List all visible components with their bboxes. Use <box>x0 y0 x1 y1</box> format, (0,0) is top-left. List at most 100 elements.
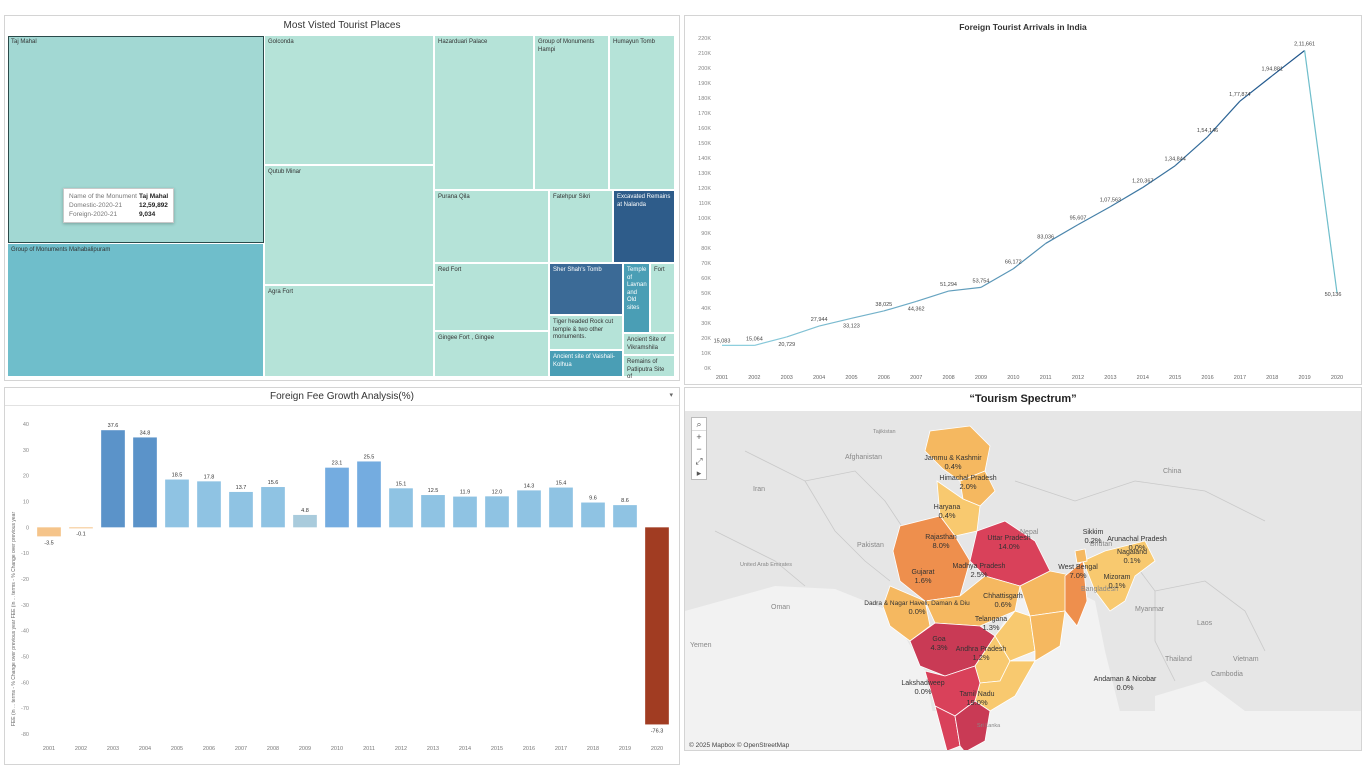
country-label: United Arab Emirates <box>740 562 792 568</box>
border-line <box>804 480 891 582</box>
bar[interactable] <box>261 487 285 528</box>
x-tick-label: 2004 <box>813 375 825 381</box>
y-tick-label: 40 <box>23 422 29 428</box>
x-tick-label: 2011 <box>1040 375 1052 381</box>
treemap-tile[interactable]: Hazarduari Palace <box>435 36 534 190</box>
treemap-tile[interactable]: Group of Monuments Hampi <box>535 36 609 190</box>
state-value-label: 19.0% <box>966 698 988 707</box>
y-axis-label: FEE (in ... terms - % Change over previo… <box>11 512 17 727</box>
state-name-label: Chhattisgarh <box>983 593 1023 600</box>
state-name-label: Haryana <box>934 504 961 511</box>
state-value-label: 1.2% <box>972 653 989 662</box>
border-line <box>714 530 806 587</box>
treemap-tile[interactable]: Purana Qila <box>435 191 549 263</box>
treemap-tile-label: Fatehpur Sikri <box>553 194 591 200</box>
treemap-tile-label: Taj Mahal <box>11 39 37 45</box>
treemap-panel: Most Visted Tourist Places Taj Mahal Grou… <box>4 15 680 381</box>
zoom-out-icon[interactable]: − <box>696 444 702 454</box>
x-tick-label: 2017 <box>1234 375 1246 381</box>
x-tick-label: 2002 <box>75 746 87 752</box>
search-icon[interactable]: ⌕ <box>692 418 706 431</box>
treemap-tile[interactable]: Agra Fort <box>265 286 434 377</box>
country-label: Thailand <box>1165 656 1192 663</box>
treemap-tile[interactable]: Fort <box>651 264 675 333</box>
treemap-tile[interactable]: Group of Monuments Mahabalipuram <box>8 244 264 377</box>
data-label: 25.5 <box>364 454 375 460</box>
state-sikkim[interactable] <box>1074 548 1088 564</box>
treemap-tile[interactable]: Red Fort <box>435 264 549 331</box>
bar[interactable] <box>197 481 221 528</box>
bar[interactable] <box>325 467 349 528</box>
y-tick-label: 60K <box>701 276 711 282</box>
bar[interactable] <box>453 496 477 528</box>
state-northeast[interactable] <box>1082 540 1156 612</box>
bar[interactable] <box>69 527 93 529</box>
country-label: Oman <box>771 604 790 611</box>
bar[interactable] <box>517 490 541 528</box>
tooltip-key: Name of the Monument <box>69 193 137 200</box>
y-tick-label: 10 <box>23 500 29 506</box>
state-name-label: Andhra Pradesh <box>956 646 1007 653</box>
state-odisha[interactable] <box>1029 610 1066 662</box>
treemap-tile-label: Tiger headed Rock cut temple & two other… <box>553 319 614 340</box>
bar[interactable] <box>389 488 413 528</box>
state-name-label: Telangana <box>975 616 1007 623</box>
x-tick-label: 2011 <box>363 746 375 752</box>
treemap-tile[interactable]: Excavated Remains at Nalanda <box>614 191 675 263</box>
chevron-down-icon[interactable]: ▾ <box>669 392 673 399</box>
bar[interactable] <box>549 487 573 528</box>
data-label: 8.6 <box>621 498 629 504</box>
bar[interactable] <box>357 461 381 528</box>
state-west-bengal[interactable] <box>1064 560 1088 627</box>
map-panel: “Tourism Spectrum” <box>684 387 1362 751</box>
treemap-tile[interactable]: Remains of Patliputra Site of <box>624 356 675 380</box>
line-segment <box>1239 75 1273 102</box>
pan-icon[interactable]: ⤢ <box>695 456 703 466</box>
x-tick-label: 2008 <box>267 746 279 752</box>
bar[interactable] <box>293 514 317 528</box>
y-tick-label: 140K <box>698 156 711 162</box>
state-value-label: 14.0% <box>998 542 1020 551</box>
treemap-tile[interactable]: Qutub Minar <box>265 166 434 285</box>
treemap-tile[interactable]: Ancient Site of Vikramshila <box>624 334 675 355</box>
treemap-tile-label: Excavated Remains at Nalanda <box>617 194 671 208</box>
treemap-tile[interactable]: Fatehpur Sikri <box>550 191 613 263</box>
treemap-tile[interactable]: Sher Shah's Tomb <box>550 264 623 315</box>
treemap-tile[interactable]: Golconda <box>265 36 434 165</box>
state-tamil-nadu[interactable] <box>954 700 991 751</box>
treemap-tile-label: Group of Monuments Mahabalipuram <box>11 247 111 253</box>
treemap-tile[interactable]: Humayun Tomb <box>610 36 675 190</box>
y-tick-label: -50 <box>21 655 29 661</box>
play-icon[interactable]: ▸ <box>696 468 702 478</box>
zoom-in-icon[interactable]: + <box>696 432 702 442</box>
bar[interactable] <box>645 527 669 725</box>
country-label: Myanmar <box>1135 606 1165 613</box>
bar[interactable] <box>165 479 189 528</box>
line-segment <box>1304 50 1338 293</box>
state-value-label: 1.3% <box>982 623 999 632</box>
x-tick-label: 2019 <box>619 746 631 752</box>
bar[interactable] <box>37 527 61 537</box>
state-name-label: Mizoram <box>1104 574 1131 581</box>
treemap-tile[interactable]: Temple of Lavnan and Old sites <box>624 264 650 333</box>
y-tick-label: 120K <box>698 186 711 192</box>
map-area[interactable]: Afghanistan Iran Pakistan China Nepal Bh… <box>685 411 1361 751</box>
bar[interactable] <box>581 502 605 528</box>
treemap-tile[interactable]: Gingee Fort , Gingee <box>435 332 549 377</box>
treemap-tile[interactable]: Ancient site of Vaishali- Kolhua <box>550 351 623 377</box>
country-label: Bhutan <box>1090 541 1112 548</box>
tooltip-value: 9,034 <box>139 211 156 218</box>
state-name-label: Madhya Pradesh <box>953 563 1006 570</box>
bar[interactable] <box>133 437 157 528</box>
state-chhattisgarh[interactable] <box>994 610 1036 662</box>
bar[interactable] <box>101 430 125 528</box>
treemap-area: Taj Mahal Group of Monuments Mahabalipura… <box>8 36 676 380</box>
data-label: 2,11,661 <box>1294 42 1315 48</box>
state-himachal[interactable] <box>959 470 996 507</box>
bar[interactable] <box>421 495 445 528</box>
bar[interactable] <box>229 491 253 528</box>
data-label: 95,607 <box>1070 216 1087 222</box>
bar[interactable] <box>485 496 509 528</box>
treemap-tile[interactable]: Tiger headed Rock cut temple & two other… <box>550 316 623 350</box>
bar[interactable] <box>613 505 637 528</box>
